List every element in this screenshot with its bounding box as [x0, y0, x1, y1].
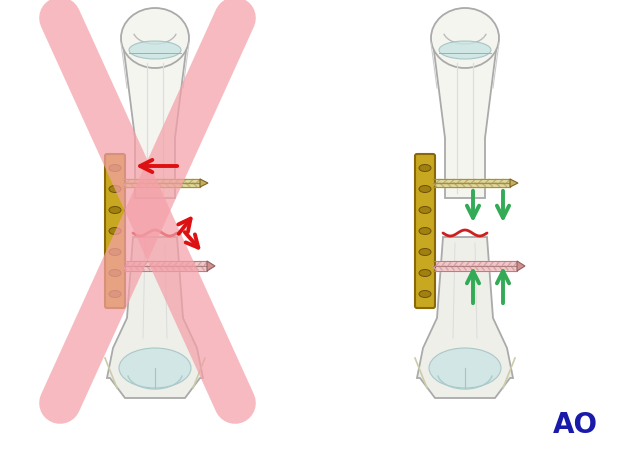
Ellipse shape: [129, 41, 181, 59]
Ellipse shape: [109, 185, 121, 192]
Ellipse shape: [439, 41, 491, 59]
Polygon shape: [517, 261, 525, 271]
FancyBboxPatch shape: [415, 154, 435, 308]
Ellipse shape: [419, 291, 431, 297]
FancyBboxPatch shape: [105, 154, 125, 308]
Ellipse shape: [109, 248, 121, 256]
Ellipse shape: [419, 185, 431, 192]
Polygon shape: [107, 237, 203, 398]
Ellipse shape: [109, 207, 121, 213]
Ellipse shape: [419, 269, 431, 276]
Polygon shape: [207, 261, 215, 271]
Ellipse shape: [121, 8, 189, 68]
Ellipse shape: [419, 248, 431, 256]
Ellipse shape: [109, 164, 121, 172]
Ellipse shape: [109, 291, 121, 297]
Ellipse shape: [419, 228, 431, 235]
Ellipse shape: [431, 8, 499, 68]
Ellipse shape: [119, 348, 191, 388]
Ellipse shape: [109, 228, 121, 235]
Ellipse shape: [419, 207, 431, 213]
Polygon shape: [433, 43, 497, 198]
Polygon shape: [200, 179, 208, 187]
Polygon shape: [510, 179, 518, 187]
Ellipse shape: [109, 269, 121, 276]
Ellipse shape: [429, 348, 501, 388]
Polygon shape: [123, 43, 187, 198]
Ellipse shape: [419, 164, 431, 172]
Polygon shape: [417, 237, 513, 398]
Text: AO: AO: [552, 411, 598, 439]
